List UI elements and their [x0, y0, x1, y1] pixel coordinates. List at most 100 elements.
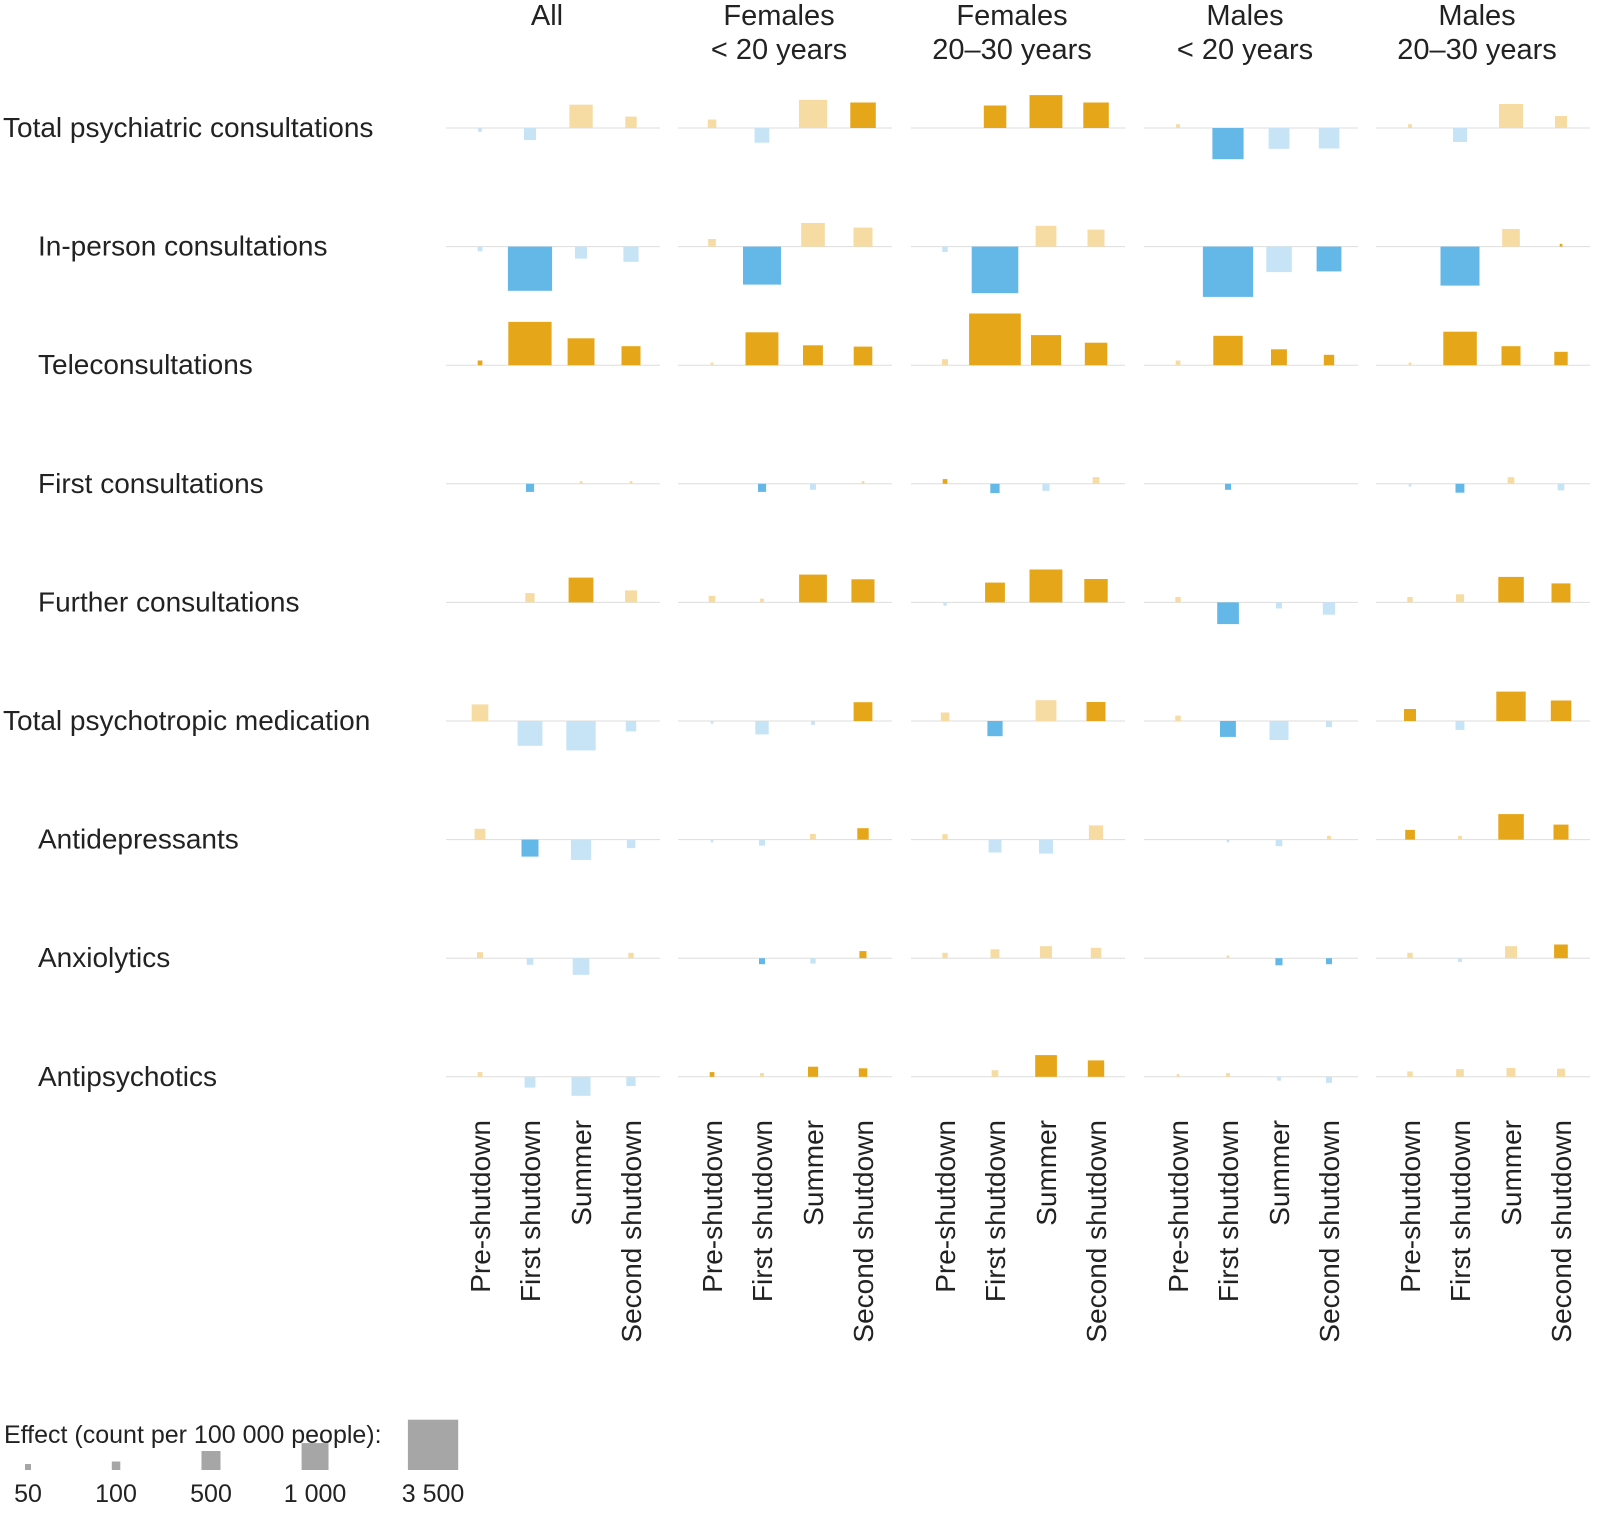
effect-square-r7-g3-p3 — [1326, 958, 1332, 965]
legend-label-1: 100 — [95, 1480, 137, 1508]
effect-square-r3-g0-p2 — [579, 481, 583, 484]
effect-square-r5-g0-p3 — [625, 721, 637, 732]
period-label-g1-p0: Pre-shutdown — [697, 1120, 728, 1293]
effect-square-r1-g2-p0 — [942, 246, 948, 252]
effect-square-r5-g1-p2 — [811, 721, 815, 725]
effect-square-r1-g0-p0 — [477, 246, 483, 252]
effect-square-r6-g0-p3 — [626, 839, 636, 849]
effect-square-r2-g4-p1 — [1443, 331, 1477, 366]
row-label-1: In-person consultations — [38, 231, 328, 262]
effect-square-r7-g2-p0 — [942, 952, 948, 959]
effect-square-r0-g3-p3 — [1318, 128, 1340, 149]
effect-square-r6-g2-p2 — [1039, 839, 1053, 854]
effect-square-r2-g2-p0 — [942, 359, 948, 366]
effect-square-r5-g4-p3 — [1550, 700, 1572, 721]
effect-square-r5-g3-p0 — [1175, 715, 1181, 721]
effect-square-r1-g2-p3 — [1087, 229, 1105, 247]
period-label-g1-p1: First shutdown — [747, 1120, 778, 1302]
effect-square-r7-g0-p0 — [477, 952, 483, 959]
effect-square-r7-g3-p1 — [1226, 955, 1230, 959]
period-label-g1-p2: Summer — [798, 1120, 829, 1226]
row-label-2: Teleconsultations — [38, 349, 253, 380]
effect-square-r4-g2-p0 — [943, 602, 947, 606]
effect-square-r8-g3-p3 — [1326, 1076, 1332, 1083]
effect-square-r2-g4-p0 — [1408, 362, 1412, 366]
effect-square-r2-g1-p0 — [710, 362, 714, 366]
effect-square-r6-g4-p2 — [1498, 814, 1524, 840]
effect-square-r0-g1-p2 — [798, 99, 828, 128]
effect-square-r3-g1-p2 — [810, 483, 816, 490]
effect-square-r7-g0-p2 — [572, 958, 590, 975]
row-label-6: Antidepressants — [38, 824, 239, 855]
effect-square-r8-g3-p0 — [1176, 1074, 1180, 1077]
effect-square-r0-g3-p1 — [1212, 128, 1244, 160]
effect-square-r6-g1-p3 — [857, 828, 869, 840]
effect-square-r5-g4-p1 — [1455, 721, 1465, 730]
effect-square-r4-g3-p2 — [1276, 602, 1282, 609]
group-title-3-line-1: < 20 years — [1177, 34, 1313, 66]
effect-square-r5-g4-p0 — [1404, 709, 1416, 721]
effect-square-r2-g0-p1 — [508, 321, 552, 366]
effect-square-r3-g4-p0 — [1408, 483, 1412, 487]
effect-square-r4-g1-p0 — [708, 595, 716, 603]
period-label-g2-p1: First shutdown — [980, 1120, 1011, 1302]
row-label-7: Anxiolytics — [38, 942, 170, 973]
effect-square-r3-g2-p3 — [1092, 477, 1100, 484]
effect-square-r5-g0-p1 — [517, 721, 543, 746]
group-title-4-line-1: 20–30 years — [1397, 34, 1557, 66]
effect-square-r8-g0-p3 — [626, 1076, 636, 1087]
effect-square-r7-g4-p2 — [1505, 946, 1517, 959]
effect-square-r1-g3-p2 — [1266, 246, 1292, 273]
effect-square-r0-g1-p0 — [707, 119, 717, 128]
period-label-g4-p0: Pre-shutdown — [1395, 1120, 1426, 1293]
effect-square-r2-g3-p1 — [1213, 335, 1243, 366]
effect-square-r8-g1-p0 — [709, 1072, 715, 1077]
effect-square-r6-g3-p1 — [1226, 839, 1230, 843]
effect-square-r3-g1-p1 — [758, 483, 767, 492]
group-title-3-line-0: Males — [1206, 0, 1283, 32]
effect-square-r8-g0-p1 — [524, 1076, 536, 1088]
effect-square-r3-g2-p0 — [942, 479, 948, 484]
effect-square-r4-g4-p3 — [1551, 583, 1571, 603]
legend-square-2 — [201, 1451, 221, 1470]
effect-square-r1-g4-p1 — [1440, 246, 1480, 286]
effect-square-r1-g1-p1 — [743, 246, 781, 285]
effect-square-r5-g3-p3 — [1326, 721, 1332, 727]
effect-square-r5-g0-p2 — [566, 721, 596, 751]
effect-square-r7-g4-p1 — [1458, 958, 1462, 962]
effect-square-r0-g4-p2 — [1499, 104, 1523, 128]
effect-square-r2-g1-p3 — [853, 346, 873, 366]
legend-square-3 — [301, 1443, 329, 1470]
effect-square-r3-g3-p1 — [1225, 483, 1231, 490]
period-label-g4-p2: Summer — [1496, 1120, 1527, 1226]
effect-square-r7-g0-p3 — [628, 952, 634, 959]
effect-square-r1-g0-p2 — [575, 246, 587, 259]
effect-square-r1-g3-p1 — [1202, 246, 1254, 297]
period-label-g3-p0: Pre-shutdown — [1163, 1120, 1194, 1293]
effect-square-r5-g3-p2 — [1269, 721, 1289, 740]
effect-square-r8-g2-p1 — [991, 1070, 999, 1077]
period-label-g4-p1: First shutdown — [1445, 1120, 1476, 1302]
effect-square-r4-g4-p1 — [1456, 594, 1465, 603]
effect-square-r3-g1-p3 — [861, 481, 865, 484]
effect-square-r0-g4-p3 — [1555, 116, 1567, 128]
effect-square-r2-g3-p3 — [1323, 354, 1335, 366]
effect-square-r6-g4-p3 — [1553, 824, 1569, 840]
effect-square-r6-g3-p2 — [1275, 839, 1283, 847]
effect-square-r2-g1-p2 — [803, 345, 823, 366]
effect-square-r2-g2-p1 — [969, 313, 1021, 366]
period-label-g4-p3: Second shutdown — [1546, 1120, 1577, 1343]
effect-square-r1-g1-p0 — [708, 239, 716, 247]
effect-square-r8-g4-p0 — [1407, 1071, 1413, 1077]
period-label-g0-p1: First shutdown — [515, 1120, 546, 1302]
effect-square-r6-g1-p2 — [810, 833, 816, 840]
period-label-g2-p0: Pre-shutdown — [930, 1120, 961, 1293]
effect-square-r5-g2-p3 — [1086, 702, 1106, 721]
effect-square-r7-g4-p0 — [1407, 952, 1413, 959]
effect-square-r0-g0-p1 — [524, 128, 536, 140]
group-title-4-line-0: Males — [1438, 0, 1515, 32]
effect-square-r2-g3-p2 — [1271, 349, 1287, 366]
row-label-3: First consultations — [38, 468, 264, 499]
effect-square-r7-g0-p1 — [526, 958, 534, 965]
